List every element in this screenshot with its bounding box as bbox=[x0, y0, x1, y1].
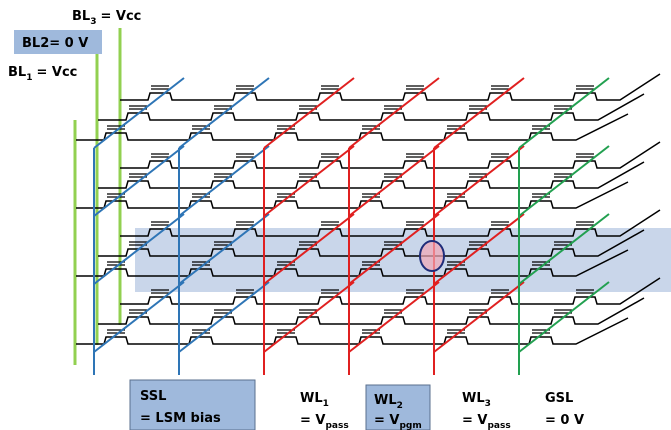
gate-line bbox=[434, 282, 524, 352]
bl1-label: BL1= Vcc bbox=[8, 65, 77, 83]
string bbox=[120, 142, 660, 168]
gate-line bbox=[519, 78, 609, 148]
gate-line bbox=[264, 78, 354, 148]
gate bbox=[236, 222, 254, 225]
gate-line bbox=[264, 146, 354, 216]
gate bbox=[576, 154, 594, 157]
gate bbox=[321, 86, 339, 89]
gate bbox=[491, 86, 509, 89]
gate bbox=[576, 222, 594, 225]
gate bbox=[321, 222, 339, 225]
wl1-value: = Vpass bbox=[300, 413, 349, 430]
gate bbox=[236, 86, 254, 89]
gsl-name: GSL bbox=[545, 391, 573, 406]
gate bbox=[406, 222, 424, 225]
gate-line bbox=[179, 146, 269, 216]
gate bbox=[151, 154, 169, 157]
gate bbox=[576, 86, 594, 89]
gate-line bbox=[264, 282, 354, 352]
gate bbox=[491, 154, 509, 157]
selected-cell bbox=[420, 241, 444, 271]
gate-line bbox=[179, 282, 269, 352]
gate-line bbox=[94, 146, 184, 216]
gate bbox=[406, 154, 424, 157]
wl3-name: WL3 bbox=[462, 391, 491, 409]
gate bbox=[151, 86, 169, 89]
gate-line bbox=[434, 146, 524, 216]
gsl-value: = 0 V bbox=[545, 413, 584, 428]
gate-line bbox=[519, 146, 609, 216]
gate-line bbox=[434, 78, 524, 148]
gate-line bbox=[94, 78, 184, 148]
gate bbox=[406, 86, 424, 89]
gate-line bbox=[349, 282, 439, 352]
gate-line bbox=[94, 282, 184, 352]
string bbox=[120, 74, 660, 100]
ssl-name: SSL bbox=[140, 389, 166, 404]
wl1-name: WL1 bbox=[300, 391, 329, 409]
ssl-value: = LSM bias bbox=[140, 411, 221, 426]
gate-line bbox=[519, 282, 609, 352]
gate bbox=[321, 154, 339, 157]
gate-line bbox=[179, 78, 269, 148]
wl3-value: = Vpass bbox=[462, 413, 511, 430]
bl3-label: BL3= Vcc bbox=[72, 9, 141, 27]
highlight-band bbox=[135, 228, 671, 292]
gate bbox=[236, 154, 254, 157]
gate-line bbox=[349, 146, 439, 216]
nand-array-diagram: BL3= Vcc BL2= 0 V BL1= Vcc SSL = LSM bia… bbox=[0, 0, 671, 430]
gate bbox=[491, 222, 509, 225]
bl2-label: BL2= 0 V bbox=[22, 36, 88, 51]
string bbox=[98, 94, 644, 120]
gate-line bbox=[349, 78, 439, 148]
gate bbox=[151, 222, 169, 225]
array-geometry bbox=[75, 28, 660, 375]
